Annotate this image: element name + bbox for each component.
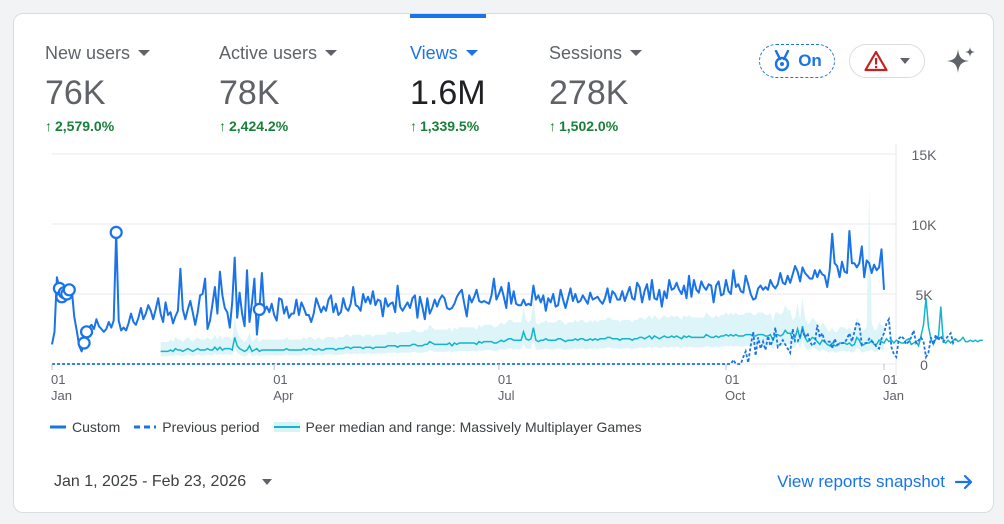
arrow-up-icon: ↑ <box>45 118 52 134</box>
snapshot-link-label: View reports snapshot <box>777 472 945 491</box>
anomaly-marker[interactable] <box>252 302 266 316</box>
x-tick-day: 01 <box>273 372 287 387</box>
date-range-selector[interactable]: Jan 1, 2025 - Feb 23, 2026 <box>54 473 273 491</box>
x-tick-day: 01 <box>498 372 512 387</box>
peer-range-band <box>160 189 884 357</box>
legend-dashed-line <box>134 425 157 429</box>
x-tick-month: Jul <box>498 388 515 403</box>
metric-value: 78K <box>219 74 280 112</box>
metric-change: ↑ 2,424.2% <box>219 118 289 134</box>
x-tick-month: Jan <box>51 388 72 403</box>
anomaly-marker[interactable] <box>79 325 94 339</box>
data-quality-dropdown[interactable] <box>849 44 925 78</box>
legend-item-custom[interactable]: Custom <box>50 419 120 435</box>
anomaly-marker[interactable] <box>109 225 123 239</box>
metric-label: New users <box>45 43 151 64</box>
x-tick-month: Apr <box>273 388 294 403</box>
metric-label: Sessions <box>549 43 643 64</box>
metric-change: ↑ 2,579.0% <box>45 118 115 134</box>
y-tick-label: 10K <box>912 217 938 233</box>
date-range-label: Jan 1, 2025 - Feb 23, 2026 <box>54 473 247 490</box>
metric-value: 278K <box>549 74 629 112</box>
x-tick-month: Oct <box>725 388 746 403</box>
metric-value: 76K <box>45 74 106 112</box>
chevron-down-icon[interactable] <box>630 50 643 56</box>
legend-label: Custom <box>72 419 121 435</box>
x-tick-day: 01 <box>883 372 897 387</box>
insights-toggle-button[interactable]: On <box>759 44 835 78</box>
metric-change: ↑ 1,502.0% <box>549 118 619 134</box>
chevron-down-icon <box>900 58 910 64</box>
previous-period-line <box>52 316 957 365</box>
metric-tab-active-users[interactable]: Active users 78K ↑ 2,424.2% <box>219 14 379 144</box>
insights-toggle-label: On <box>798 51 822 70</box>
legend-item-peer[interactable]: Peer median and range: Massively Multipl… <box>273 419 642 435</box>
anomaly-marker[interactable] <box>62 283 76 297</box>
view-reports-snapshot-link[interactable]: View reports snapshot <box>777 472 973 492</box>
medal-icon <box>774 50 790 72</box>
x-tick-day: 01 <box>51 372 65 387</box>
arrow-right-icon <box>955 474 973 490</box>
legend-label: Previous period <box>162 419 260 435</box>
metric-tab-sessions[interactable]: Sessions 278K ↑ 1,502.0% <box>549 14 709 144</box>
legend-item-previous-period[interactable]: Previous period <box>134 419 260 435</box>
chevron-down-icon[interactable] <box>465 50 478 56</box>
metric-change: ↑ 1,339.5% <box>410 118 480 134</box>
peer-median-line <box>160 298 983 353</box>
chevron-down-icon[interactable] <box>138 50 151 56</box>
metric-label: Views <box>410 43 478 64</box>
chevron-down-icon[interactable] <box>325 50 338 56</box>
legend-label: Peer median and range: Massively Multipl… <box>305 419 642 435</box>
active-indicator <box>410 14 486 18</box>
y-tick-label: 15K <box>912 147 938 163</box>
custom-series-line <box>51 230 885 353</box>
metric-tab-new-users[interactable]: New users 76K ↑ 2,579.0% <box>45 14 205 144</box>
arrow-up-icon: ↑ <box>549 118 556 134</box>
anomaly-marker[interactable] <box>77 336 91 350</box>
overview-card: New users 76K ↑ 2,579.0% Active users 78K… <box>13 13 994 513</box>
chart-legend: Custom Previous period Peer median and r… <box>50 419 642 435</box>
x-tick-month: Jan <box>883 388 904 403</box>
legend-solid-line <box>50 425 66 429</box>
legend-peer-band <box>273 422 300 432</box>
warning-icon <box>864 50 888 72</box>
arrow-up-icon: ↑ <box>410 118 417 134</box>
sparkle-icon[interactable] <box>944 44 978 78</box>
metric-tab-views[interactable]: Views 1.6M ↑ 1,339.5% <box>410 14 570 144</box>
y-tick-label: 0 <box>920 357 928 373</box>
chevron-down-icon <box>262 479 273 485</box>
x-tick-day: 01 <box>725 372 739 387</box>
metric-value: 1.6M <box>410 74 486 112</box>
metric-label: Active users <box>219 43 338 64</box>
arrow-up-icon: ↑ <box>219 118 226 134</box>
y-tick-label: 5K <box>915 287 933 303</box>
